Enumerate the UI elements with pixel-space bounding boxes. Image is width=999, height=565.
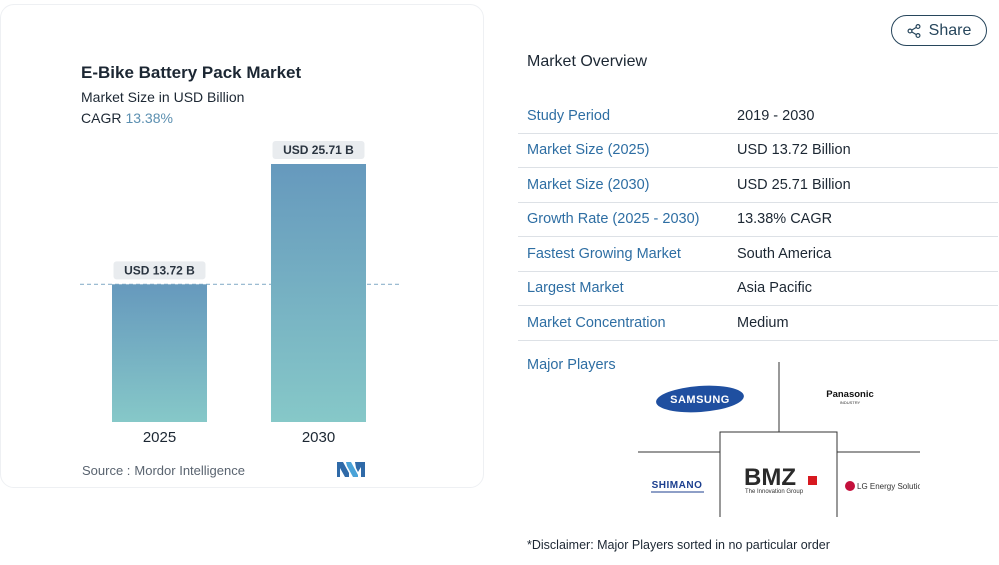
major-players-grid: SAMSUNG Panasonic INDUSTRY SHIMANO BMZ T…: [638, 362, 920, 517]
panasonic-logo: Panasonic INDUSTRY: [826, 389, 874, 405]
overview-value: Asia Pacific: [737, 280, 812, 297]
data-label: USD 13.72 B: [124, 263, 195, 277]
panasonic-text: Panasonic: [826, 389, 874, 400]
cagr-line: CAGR 13.38%: [81, 110, 173, 126]
bmz-text: BMZ: [744, 464, 796, 491]
chart-subtitle: Market Size in USD Billion: [81, 89, 245, 105]
chart-card: E-Bike Battery Pack Market Market Size i…: [0, 4, 484, 488]
overview-row-market-size-2025: Market Size (2025) USD 13.72 Billion: [518, 134, 998, 168]
samsung-text: SAMSUNG: [670, 394, 730, 406]
grid-divider: [719, 431, 838, 517]
data-label-background: [272, 141, 365, 159]
samsung-logo: SAMSUNG: [656, 385, 744, 413]
data-label: USD 25.71 B: [283, 143, 354, 157]
overview-title: Market Overview: [527, 53, 648, 70]
cagr-value: 13.38%: [125, 110, 173, 126]
overview-key: Growth Rate (2025 - 2030): [527, 211, 700, 228]
overview-key: Market Size (2025): [527, 142, 650, 159]
x-tick-label: 2025: [143, 429, 176, 446]
source-line: Source : Mordor Intelligence: [82, 463, 245, 478]
bmz-logo: BMZ The Innovation Group: [744, 464, 817, 495]
shimano-text: SHIMANO: [652, 480, 703, 491]
overview-table: Study Period 2019 - 2030 Market Size (20…: [518, 99, 998, 341]
bar-2025: [112, 284, 207, 422]
overview-value: USD 25.71 Billion: [737, 176, 851, 193]
overview-value: 13.38% CAGR: [737, 211, 833, 228]
overview-value: Medium: [737, 314, 789, 331]
bar-2030: [271, 164, 366, 422]
share-button[interactable]: Share: [891, 15, 987, 46]
mordor-intelligence-logo-icon: [337, 462, 365, 477]
overview-key: Market Concentration: [527, 314, 666, 331]
lg-text: LG Energy Solution: [857, 482, 920, 491]
chart-title: E-Bike Battery Pack Market: [81, 63, 302, 82]
overview-row-market-size-2030: Market Size (2030) USD 25.71 Billion: [518, 168, 998, 203]
share-icon: [907, 23, 921, 38]
overview-key: Market Size (2030): [527, 176, 650, 193]
source-label: Source :: [82, 463, 131, 478]
share-label: Share: [928, 21, 972, 39]
major-players-title: Major Players: [527, 357, 616, 373]
bar-chart: USD 13.72 B 2025 USD 25.71 B 2030: [80, 141, 400, 446]
panasonic-sub-text: INDUSTRY: [840, 400, 861, 405]
overview-value: 2019 - 2030: [737, 107, 815, 124]
source-value: Mordor Intelligence: [134, 463, 245, 478]
overview-row-study-period: Study Period 2019 - 2030: [518, 99, 998, 134]
cagr-label: CAGR: [81, 110, 122, 126]
overview-key: Fastest Growing Market: [527, 245, 681, 262]
overview-value: South America: [737, 245, 832, 262]
bmz-sub-text: The Innovation Group: [745, 489, 804, 495]
lg-energy-solution-logo: LG Energy Solution: [845, 481, 920, 491]
disclaimer: *Disclaimer: Major Players sorted in no …: [527, 538, 830, 552]
data-label-background: [113, 261, 206, 280]
shimano-logo: SHIMANO: [651, 480, 704, 493]
overview-value: USD 13.72 Billion: [737, 142, 851, 159]
overview-row-growth-rate: Growth Rate (2025 - 2030) 13.38% CAGR: [518, 203, 998, 237]
overview-row-market-concentration: Market Concentration Medium: [518, 306, 998, 341]
overview-row-fastest-growing: Fastest Growing Market South America: [518, 237, 998, 272]
overview-key: Study Period: [527, 107, 611, 124]
x-tick-label: 2030: [302, 429, 335, 446]
overview-row-largest-market: Largest Market Asia Pacific: [518, 272, 998, 306]
overview-key: Largest Market: [527, 280, 624, 297]
